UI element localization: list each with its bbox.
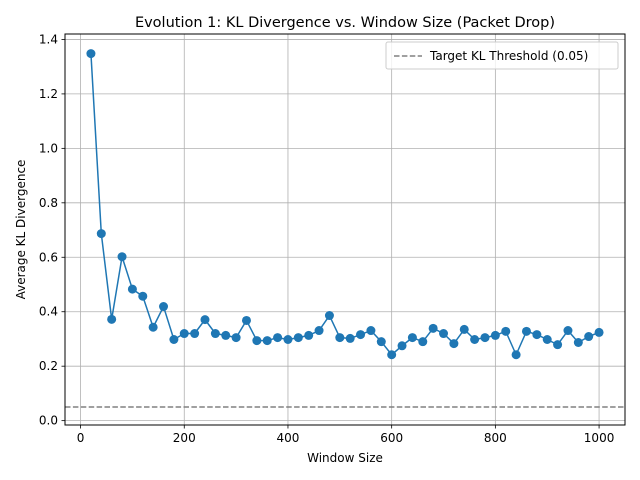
- data-point: [501, 326, 511, 336]
- y-axis-title: Average KL Divergence: [14, 160, 28, 300]
- legend: Target KL Threshold (0.05): [385, 41, 619, 70]
- x-tick-label: 200: [173, 431, 196, 445]
- y-tick-label: 0.0: [39, 414, 58, 428]
- data-point: [428, 323, 438, 333]
- data-point: [490, 330, 500, 340]
- data-point: [573, 337, 583, 347]
- data-point: [449, 339, 459, 349]
- data-point: [252, 336, 262, 346]
- data-point: [241, 315, 251, 325]
- data-point: [521, 326, 531, 336]
- data-point: [418, 337, 428, 347]
- y-tick-label: 0.6: [39, 250, 58, 264]
- data-point: [480, 333, 490, 343]
- data-point: [293, 333, 303, 343]
- data-point: [459, 324, 469, 334]
- chart-title: Evolution 1: KL Divergence vs. Window Si…: [135, 15, 555, 31]
- x-tick-label: 800: [484, 431, 507, 445]
- data-point: [169, 335, 179, 345]
- data-point: [439, 329, 449, 339]
- data-point: [221, 330, 231, 340]
- ticks-layer: 0 200 400 600 800 1000 0.0 0.2 0.4 0.6 0.8 1.0 1.2 1.…: [39, 32, 614, 445]
- y-tick-label: 0.2: [39, 359, 58, 373]
- data-point: [532, 330, 542, 340]
- data-point: [335, 333, 345, 343]
- x-tick-label: 600: [380, 431, 403, 445]
- data-point: [553, 340, 563, 350]
- data-point: [283, 335, 293, 345]
- data-point: [387, 350, 397, 360]
- data-point: [397, 341, 407, 351]
- data-point: [324, 311, 334, 321]
- grid: [65, 34, 625, 425]
- data-point: [190, 329, 200, 339]
- y-tick-label: 1.0: [39, 141, 58, 155]
- data-point: [356, 330, 366, 340]
- data-point: [470, 335, 480, 345]
- data-point: [407, 333, 417, 343]
- y-tick-label: 1.4: [39, 32, 58, 46]
- series-line: [90, 53, 600, 356]
- x-tick-label: 400: [277, 431, 300, 445]
- data-point: [200, 315, 210, 325]
- data-point: [159, 302, 169, 312]
- y-tick-label: 1.2: [39, 87, 58, 101]
- data-point: [563, 326, 573, 336]
- y-tick-label: 0.4: [39, 305, 58, 319]
- data-point: [86, 49, 96, 59]
- data-point: [210, 329, 220, 339]
- plot-frame: [64, 33, 626, 426]
- data-point: [511, 350, 521, 360]
- data-point: [304, 330, 314, 340]
- data-point: [584, 332, 594, 342]
- x-tick-label: 0: [77, 431, 85, 445]
- data-point: [138, 291, 148, 301]
- data-point: [148, 322, 158, 332]
- data-point: [107, 314, 117, 324]
- data-point: [376, 337, 386, 347]
- data-point: [262, 336, 272, 346]
- data-point: [542, 335, 552, 345]
- series-layer: [86, 49, 604, 360]
- data-point: [231, 333, 241, 343]
- x-tick-label: 1000: [584, 431, 615, 445]
- data-point: [314, 326, 324, 336]
- data-point: [366, 326, 376, 336]
- data-point: [273, 333, 283, 343]
- y-tick-label: 0.8: [39, 196, 58, 210]
- data-point: [594, 327, 604, 337]
- legend-box: [385, 41, 619, 70]
- data-point: [96, 229, 106, 239]
- legend-threshold-label: Target KL Threshold (0.05): [429, 49, 588, 63]
- data-point: [127, 284, 137, 294]
- data-point: [345, 333, 355, 343]
- data-point: [179, 329, 189, 339]
- x-axis-title: Window Size: [307, 451, 383, 465]
- data-point: [117, 252, 127, 262]
